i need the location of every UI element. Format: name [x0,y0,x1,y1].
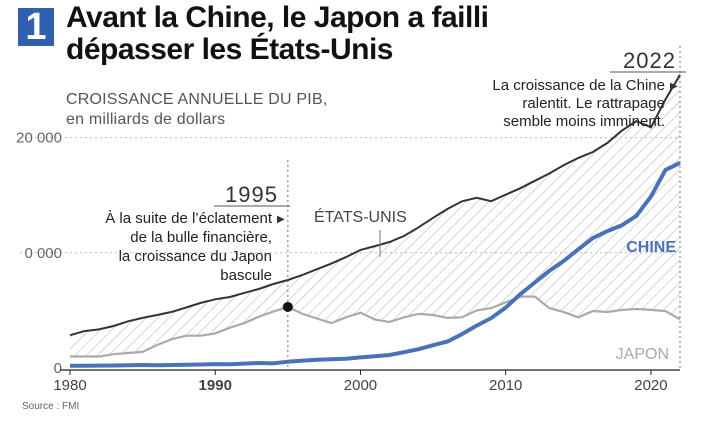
annotation-2022-line: semble moins imminent. [503,113,665,130]
section-number: 1 [25,6,47,48]
highlight-point-1995 [282,301,293,312]
series-label-japon: JAPON [616,346,669,363]
annotation-1995-line: À la suite de l’éclatement [105,210,273,227]
series-line-japon [70,295,681,358]
annotation-1995-line: bascule [220,267,272,284]
annotation-1995-line: la croissance du Japon [119,248,272,265]
y-tick-label: 0 000 [24,245,62,262]
annotation-2022-line: La croissance de la Chine [492,77,665,94]
x-tick-label: 2010 [489,377,522,394]
page-title: Avant la Chine, le Japon a failli dépass… [66,2,626,66]
subtitle-line-2: en milliards de dollars [66,111,226,128]
x-tick-label: 2020 [634,377,667,394]
chart-subtitle: CROISSANCE ANNUELLE DU PIB, en milliards… [66,90,327,130]
annotation-1995-arrow: ▶ [277,214,285,225]
annotation-1995: À la suite de l’éclatement de la bulle fi… [105,210,273,284]
series-line-chine [69,161,681,368]
title-line-1: Avant la Chine, le Japon a failli [66,1,489,34]
annotation-2022-arrow: ▶ [670,81,678,92]
y-tick-label: 0 [54,360,62,377]
y-tick-label: 20 000 [16,130,62,147]
series-label-chine: CHINE [626,239,676,256]
source-note: Source : FMI [22,401,80,412]
series-line-etats-unis [69,74,681,337]
x-tick-label: 2000 [344,377,377,394]
section-badge: 1 [18,8,54,46]
series-label-etats-unis: ÉTATS-UNIS [314,207,407,226]
x-axis-ticks: 1980 1990 2000 2010 2020 [53,370,668,394]
annotation-year-2022: 2022 [623,48,676,73]
x-tick-label: 1990 [199,377,232,394]
subtitle-line-1: CROISSANCE ANNUELLE DU PIB, [66,91,328,108]
annotation-2022-line: ralentit. Le rattrapage [522,95,665,112]
annotation-year-1995: 1995 [225,182,278,207]
title-line-2: dépasser les États-Unis [66,33,393,66]
x-tick-label: 1980 [53,377,86,394]
annotation-1995-line: de la bulle financière, [130,229,272,246]
y-axis-ticks: 0 0 000 20 000 [16,130,62,377]
